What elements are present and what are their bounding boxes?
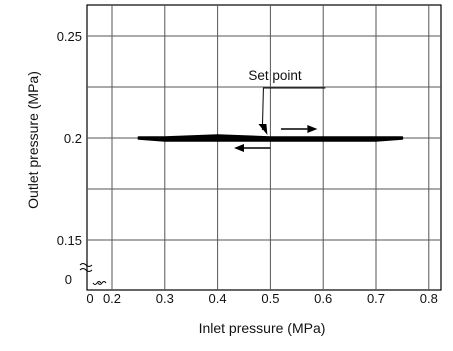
arrow-left-icon xyxy=(234,144,244,152)
set-point-pointer-icon xyxy=(258,124,268,135)
annotation-group: Set point xyxy=(234,68,326,152)
set-point-label: Set point xyxy=(248,68,302,83)
series-group xyxy=(137,134,404,142)
y-tick-label: 0.2 xyxy=(64,131,82,146)
y-tick-label: 0.15 xyxy=(57,233,82,248)
tick-labels: 0.15 0.2 0.25 0 0.2 0.3 0.4 0.5 0.6 0.7 0.8 0 xyxy=(57,29,438,306)
hysteresis-band-line xyxy=(137,134,404,142)
x-axis-break-icon xyxy=(92,281,107,285)
set-point-leader-line xyxy=(261,87,326,131)
y-tick-label: 0.25 xyxy=(57,29,82,44)
axis-break-symbols xyxy=(79,263,107,285)
x-tick-label: 0.2 xyxy=(103,291,121,306)
y-origin-label: 0 xyxy=(65,272,72,287)
x-tick-label: 0.6 xyxy=(314,291,332,306)
x-tick-label: 0.5 xyxy=(261,291,279,306)
x-origin-label: 0 xyxy=(86,291,93,306)
x-tick-label: 0.4 xyxy=(209,291,227,306)
y-axis-label: Outlet pressure (MPa) xyxy=(25,71,41,209)
y-axis-break-icon xyxy=(79,263,93,272)
x-tick-label: 0.7 xyxy=(367,291,385,306)
x-tick-label: 0.8 xyxy=(420,291,438,306)
x-tick-label: 0.3 xyxy=(156,291,174,306)
x-axis-label: Inlet pressure (MPa) xyxy=(199,320,326,336)
arrow-right-icon xyxy=(307,125,318,133)
